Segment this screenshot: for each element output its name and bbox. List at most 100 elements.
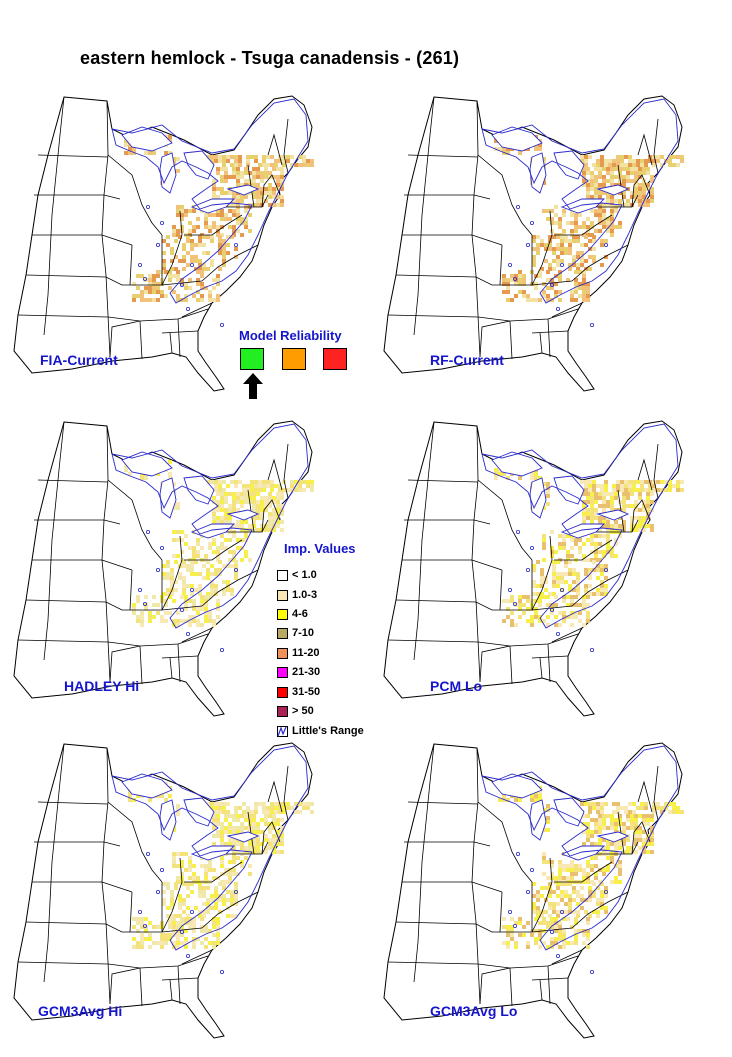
state-border [161, 857, 183, 933]
state-border [139, 320, 143, 360]
state-border [531, 535, 553, 611]
state-border [107, 801, 163, 883]
great-lake [596, 831, 630, 843]
map-panel-hadley-hi [12, 420, 352, 720]
range-outlier [559, 909, 564, 914]
state-border [631, 174, 651, 208]
range-outlier [179, 607, 184, 612]
state-border [107, 479, 163, 561]
state-border [571, 569, 629, 607]
state-border [395, 274, 573, 286]
state-border [499, 244, 503, 286]
range-outlier [515, 530, 520, 535]
state-border [479, 967, 511, 1005]
map-label-gcm3avg-hi: GCM3Avg Hi [38, 1003, 123, 1019]
state-border [37, 479, 109, 483]
state-border [547, 318, 551, 358]
great-lake [491, 451, 543, 477]
state-border [161, 655, 199, 659]
page-title: eastern hemlock - Tsuga canadensis - (26… [80, 48, 460, 68]
littles-range-boundary [481, 98, 679, 304]
state-border [404, 194, 491, 200]
reliability-low-swatch [323, 348, 347, 370]
state-border [407, 154, 479, 158]
reliability-medium-swatch [282, 348, 306, 370]
legend-label: > 50 [292, 705, 314, 717]
great-lake [226, 184, 260, 196]
map-svg [383, 95, 684, 392]
legend-swatch [277, 590, 288, 601]
model-reliability-title: Model Reliability [239, 328, 342, 343]
state-border [177, 318, 181, 358]
range-outlier [189, 909, 194, 914]
range-outlier [219, 969, 224, 974]
great-lake [596, 184, 630, 196]
map-label-gcm3avg-lo: GCM3Avg Lo [430, 1003, 518, 1019]
state-border [554, 214, 613, 236]
state-border [547, 965, 551, 1005]
state-border [531, 210, 553, 286]
range-outlier [142, 923, 147, 928]
state-border [37, 801, 109, 805]
state-border [34, 841, 121, 847]
state-border [129, 244, 133, 286]
state-border [181, 302, 213, 318]
state-border [477, 154, 533, 236]
state-border [184, 214, 243, 236]
legend-label: 31-50 [292, 686, 321, 698]
state-border [531, 977, 569, 981]
range-outlier [185, 306, 190, 311]
state-border [109, 320, 141, 358]
legend-swatch [277, 609, 288, 620]
state-border [283, 118, 289, 174]
state-border [551, 302, 583, 318]
state-border [184, 861, 243, 883]
range-outlier [155, 567, 160, 572]
state-border [34, 519, 121, 525]
state-border [551, 949, 583, 965]
legend-label: Little's Range [292, 725, 364, 737]
range-outlier [138, 587, 143, 592]
state-border [499, 569, 503, 611]
legend-label: 1.0-3 [292, 589, 318, 601]
map-panel-rf-current [382, 95, 722, 395]
state-border [107, 154, 163, 236]
state-border [129, 569, 133, 611]
state-border [161, 535, 183, 611]
state-border [539, 332, 543, 354]
state-border [201, 244, 259, 282]
state-border [201, 569, 259, 607]
state-border [109, 645, 141, 683]
state-border [402, 234, 503, 246]
range-outlier [185, 631, 190, 636]
legend-label: 7-10 [292, 627, 315, 639]
range-outlier [508, 587, 513, 592]
littles-range-boundary [481, 745, 679, 951]
range-outlier [138, 262, 143, 267]
legend-swatch [277, 667, 288, 678]
range-outlier [603, 242, 608, 247]
range-outlier [549, 929, 554, 934]
map-label-rf-current: RF-Current [430, 352, 504, 368]
range-outlier [138, 909, 143, 914]
range-outlier [549, 607, 554, 612]
legend-label: 11-20 [292, 647, 320, 659]
range-outlier [515, 205, 520, 210]
range-outlier [549, 282, 554, 287]
state-border [395, 921, 573, 933]
state-border [571, 244, 629, 282]
state-border [547, 643, 551, 683]
state-border [177, 643, 181, 683]
range-outlier [555, 306, 560, 311]
legend-label: < 1.0 [292, 569, 317, 581]
map-panel-pcm-lo [382, 420, 722, 720]
state-border [43, 743, 65, 983]
range-outlier [145, 852, 150, 857]
state-border [571, 891, 629, 929]
state-border [413, 743, 435, 983]
state-border [139, 645, 143, 685]
map-svg [13, 420, 314, 717]
state-border [554, 539, 613, 561]
map-label-pcm-lo: PCM Lo [430, 678, 483, 694]
state-border [404, 519, 491, 525]
